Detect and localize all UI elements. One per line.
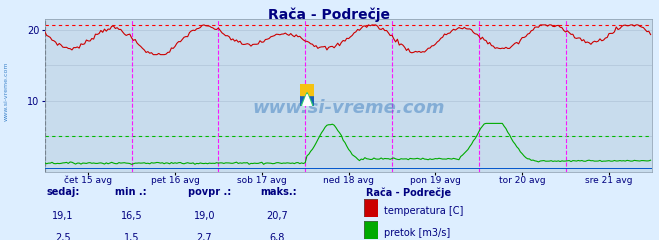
Text: sedaj:: sedaj: [46,187,80,197]
Text: 2,5: 2,5 [55,233,71,240]
Bar [300,84,314,95]
Text: Rača - Podrečje: Rača - Podrečje [366,187,451,198]
Text: www.si-vreme.com: www.si-vreme.com [3,61,9,121]
Text: 19,0: 19,0 [194,211,215,221]
Text: Rača - Podrečje: Rača - Podrečje [268,7,391,22]
Text: 16,5: 16,5 [121,211,142,221]
Text: pretok [m3/s]: pretok [m3/s] [384,228,451,238]
Text: min .:: min .: [115,187,147,197]
Text: 2,7: 2,7 [196,233,212,240]
Polygon shape [302,94,312,106]
Text: maks.:: maks.: [260,187,297,197]
Text: povpr .:: povpr .: [188,187,231,197]
Text: 19,1: 19,1 [52,211,73,221]
Text: 20,7: 20,7 [266,211,288,221]
Polygon shape [301,93,313,106]
Text: temperatura [C]: temperatura [C] [384,206,463,216]
Text: 6,8: 6,8 [269,233,285,240]
Text: www.si-vreme.com: www.si-vreme.com [252,99,445,117]
Text: 1,5: 1,5 [124,233,140,240]
